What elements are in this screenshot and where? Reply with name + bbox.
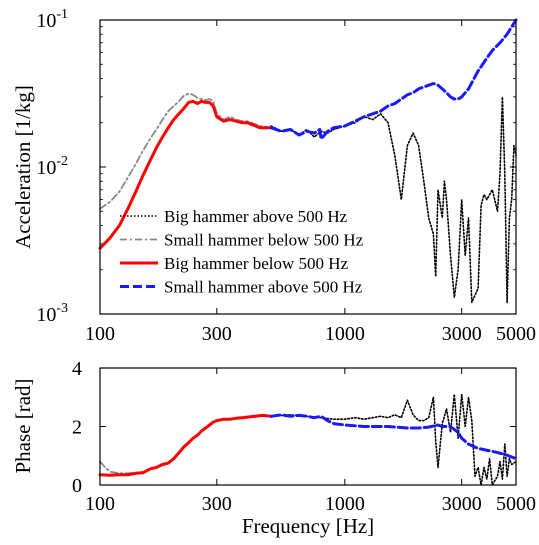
bottom-series-dashdot-1 [99, 460, 145, 475]
top-series-dotted-0 [270, 96, 517, 304]
bottom-series-solid-2 [98, 413, 273, 477]
bottom-x-tick-label: 100 [85, 493, 115, 515]
bottom-y-tick-label: 0 [72, 475, 82, 497]
top-series-dashdot-1 [99, 92, 273, 210]
bottom-x-tick-label: 3000 [442, 493, 482, 515]
top-y-tick-label: 10-1 [36, 7, 68, 32]
top-series-dashed-3 [269, 18, 518, 141]
legend-label: Small hammer below 500 Hz [164, 231, 364, 250]
acceleration-panel: Acceleration [1/kg] 10-310-210-1 100 300 1… [11, 7, 536, 345]
bottom-series-lines [98, 393, 518, 486]
bottom-x-tick-label: 300 [202, 493, 232, 515]
bottom-x-tick-label: 5000 [496, 493, 536, 515]
bottom-x-tick-labels: 100 300 1000 3000 5000 [85, 493, 536, 515]
bottom-plot-frame [99, 367, 517, 486]
bottom-xlabel: Frequency [Hz] [242, 514, 374, 538]
legend-label: Big hammer above 500 Hz [164, 207, 348, 226]
bottom-y-tick-label: 4 [72, 358, 82, 380]
top-x-tick-label: 100 [85, 323, 115, 345]
top-x-tick-label: 3000 [442, 323, 482, 345]
top-ylabel: Acceleration [1/kg] [11, 85, 35, 249]
top-x-tick-labels: 100 300 1000 3000 5000 [85, 323, 536, 345]
legend-label: Small hammer above 500 Hz [164, 278, 363, 297]
top-series-lines [98, 18, 518, 304]
bottom-series-dotted-0 [270, 393, 517, 486]
top-series-solid-2 [98, 99, 273, 250]
top-x-tick-label: 300 [202, 323, 232, 345]
top-y-tick-label: 10-2 [36, 154, 68, 179]
top-x-tick-label: 1000 [325, 323, 365, 345]
bottom-x-tick-label: 1000 [325, 493, 365, 515]
bottom-tick-marks [99, 367, 517, 486]
phase-panel: Phase [rad] 0 2 4 100 300 1000 3000 5000 Frequ… [11, 358, 536, 538]
bottom-series-dashed-3 [269, 413, 518, 461]
bottom-y-tick-labels: 0 2 4 [72, 358, 82, 497]
top-plot-frame [99, 19, 517, 315]
bottom-ylabel: Phase [rad] [11, 378, 35, 473]
top-x-tick-label: 5000 [496, 323, 536, 345]
top-y-tick-label: 10-3 [36, 301, 68, 326]
top-y-tick-labels: 10-3 10-2 10-1 [36, 7, 68, 326]
bottom-y-tick-label: 2 [72, 417, 82, 439]
legend-label: Big hammer below 500 Hz [164, 254, 349, 273]
legend: Big hammer above 500 Hz Small hammer belo… [120, 207, 364, 297]
